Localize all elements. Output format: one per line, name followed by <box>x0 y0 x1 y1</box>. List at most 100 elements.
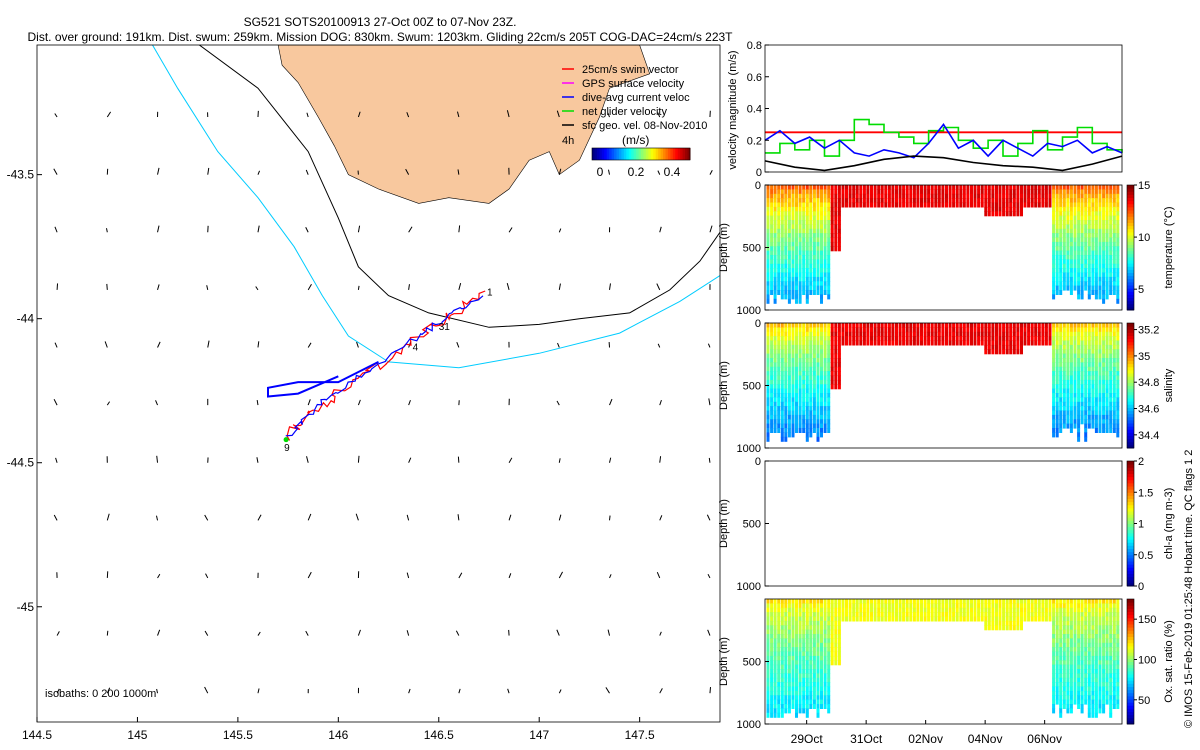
profile-cell <box>962 323 966 328</box>
profile-cell <box>787 642 791 648</box>
profile-cell <box>773 669 777 674</box>
profile-cell <box>984 202 988 208</box>
profile-cell <box>1087 704 1091 709</box>
profile-cell <box>1055 189 1059 195</box>
profile-cell <box>1034 599 1038 604</box>
profile-cell <box>1034 336 1038 342</box>
profile-cell <box>805 603 809 609</box>
profile-cell <box>891 616 895 622</box>
profile-cell <box>784 215 788 221</box>
profile-cell <box>909 185 913 190</box>
profile-cell <box>802 344 806 350</box>
profile-cell <box>1059 215 1063 221</box>
profile-cell <box>1062 281 1066 287</box>
profile-cell <box>1073 603 1077 609</box>
profile-cell <box>1084 211 1088 217</box>
colorbar-swatch <box>604 148 608 160</box>
profile-cell <box>973 193 977 199</box>
profile-cell <box>1091 259 1095 265</box>
profile-cell <box>1073 388 1077 394</box>
profile-cell <box>827 704 831 709</box>
profile-cell <box>852 336 856 342</box>
profile-cell <box>787 290 791 295</box>
profile-cell <box>798 336 802 342</box>
profile-cell <box>1091 371 1095 377</box>
profile-cell <box>787 638 791 644</box>
profile-cell <box>841 340 845 346</box>
profile-cell <box>1005 336 1009 342</box>
profile-cell <box>1052 220 1056 225</box>
profile-cell <box>834 241 838 247</box>
section-colorbar-swatch <box>1127 511 1134 515</box>
geo-velocity-arrow <box>609 283 611 290</box>
profile-cell <box>1012 607 1016 613</box>
profile-cell <box>1102 642 1106 648</box>
profile-cell <box>812 228 816 234</box>
geo-velocity-arrow <box>406 572 410 579</box>
velocity-series-line <box>764 123 1123 159</box>
profile-cell <box>1020 599 1023 604</box>
profile-cell <box>948 336 952 342</box>
profile-cell <box>770 660 774 666</box>
profile-cell <box>1087 690 1091 696</box>
profile-cell <box>766 647 770 653</box>
profile-cell <box>823 331 827 337</box>
profile-cell <box>1066 603 1070 609</box>
profile-cell <box>1066 690 1070 696</box>
geo-velocity-arrow <box>605 687 610 694</box>
profile-cell <box>784 241 788 247</box>
profile-cell <box>812 401 816 407</box>
profile-cell <box>1030 340 1034 346</box>
profile-cell <box>1030 198 1034 204</box>
profile-cell <box>1084 366 1088 372</box>
profile-cell <box>777 233 781 239</box>
profile-cell <box>1105 375 1109 381</box>
profile-cell <box>966 336 970 342</box>
profile-cell <box>820 664 823 670</box>
profile-cell <box>837 638 841 644</box>
profile-cell <box>770 185 774 190</box>
profile-cell <box>780 281 784 287</box>
profile-cell <box>841 603 845 609</box>
profile-cell <box>991 206 995 212</box>
profile-cell <box>1109 215 1113 221</box>
profile-cell <box>784 198 788 204</box>
geo-velocity-arrow <box>709 170 713 175</box>
section-colorbar-swatch <box>1127 539 1134 543</box>
profile-cell <box>1105 651 1109 657</box>
profile-cell <box>798 263 802 269</box>
profile-cell <box>798 371 802 377</box>
profile-cell <box>816 436 820 442</box>
profile-cell <box>805 220 809 225</box>
profile-cell <box>1055 397 1059 403</box>
profile-cell <box>795 349 798 355</box>
profile-cell <box>1052 237 1056 243</box>
profile-cell <box>837 371 841 377</box>
profile-cell <box>805 285 809 291</box>
profile-cell <box>1102 331 1106 337</box>
profile-cell <box>780 237 784 243</box>
profile-cell <box>787 673 791 679</box>
profile-cell <box>970 189 973 195</box>
profile-cell <box>777 660 781 666</box>
profile-cell <box>1094 682 1098 688</box>
profile-cell <box>827 647 831 653</box>
profile-cell <box>1116 401 1120 407</box>
profile-cell <box>770 366 774 372</box>
profile-cell <box>830 344 834 350</box>
profile-cell <box>1087 664 1091 670</box>
profile-cell <box>770 647 774 653</box>
profile-cell <box>816 241 820 247</box>
profile-cell <box>780 669 784 674</box>
profile-cell <box>805 669 809 674</box>
profile-cell <box>798 690 802 696</box>
profile-cell <box>1102 379 1106 385</box>
profile-cell <box>1062 259 1066 265</box>
profile-cell <box>927 603 931 609</box>
profile-cell <box>862 599 866 604</box>
profile-cell <box>1098 353 1102 359</box>
profile-cell <box>1098 340 1102 346</box>
profile-cell <box>777 651 781 657</box>
profile-cell <box>887 331 891 337</box>
profile-cell <box>962 331 966 337</box>
